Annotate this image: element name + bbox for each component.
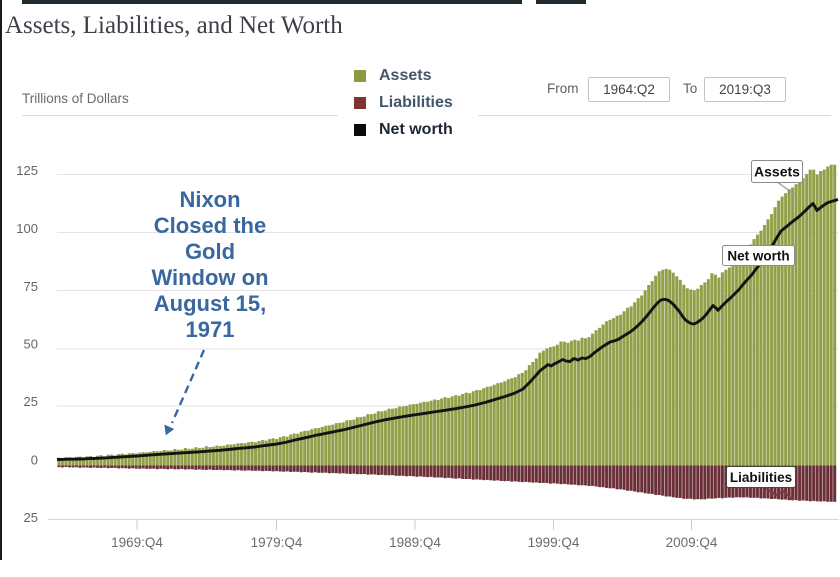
svg-text:100: 100 (16, 221, 38, 236)
svg-text:August 15,: August 15, (154, 291, 266, 316)
svg-text:1989:Q4: 1989:Q4 (389, 535, 441, 550)
svg-text:Gold: Gold (185, 239, 235, 264)
svg-text:Net worth: Net worth (727, 249, 789, 264)
svg-text:Liabilities: Liabilities (730, 470, 792, 485)
svg-text:Assets: Assets (754, 164, 800, 180)
svg-text:Nixon: Nixon (179, 187, 240, 212)
svg-text:75: 75 (24, 279, 38, 294)
svg-text:Window on: Window on (151, 265, 268, 290)
svg-text:2009:Q4: 2009:Q4 (666, 535, 718, 550)
svg-text:1979:Q4: 1979:Q4 (251, 535, 303, 550)
svg-text:50: 50 (24, 337, 38, 352)
svg-text:25: 25 (24, 394, 38, 409)
svg-text:0: 0 (31, 453, 38, 468)
svg-text:1971: 1971 (186, 317, 235, 342)
svg-text:Closed the: Closed the (154, 213, 266, 238)
svg-text:1999:Q4: 1999:Q4 (528, 535, 580, 550)
svg-text:125: 125 (16, 163, 38, 178)
svg-text:25: 25 (24, 510, 38, 525)
svg-text:1969:Q4: 1969:Q4 (111, 535, 163, 550)
